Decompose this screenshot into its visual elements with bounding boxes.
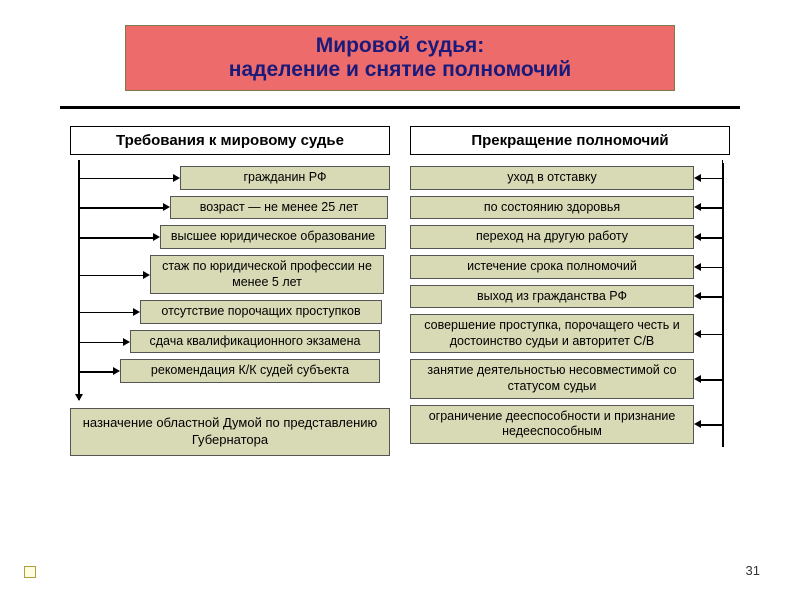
list-item: переход на другую работу <box>410 222 730 252</box>
right-items-container: уход в отставку по состоянию здоровья пере… <box>410 163 730 447</box>
item-box: совершение проступка, порочащего честь и… <box>410 314 694 353</box>
right-spine <box>722 160 724 444</box>
list-item: выход из гражданства РФ <box>410 282 730 312</box>
title-box: Мировой судья: наделение и снятие полном… <box>125 25 675 91</box>
item-box: отсутствие порочащих проступков <box>140 300 382 324</box>
item-box: рекомендация К/К судей субъекта <box>120 359 380 383</box>
page-number: 31 <box>746 563 760 578</box>
right-column: Прекращение полномочий уход в отставку по… <box>410 126 730 447</box>
item-box: занятие деятельностью несовместимой со с… <box>410 359 694 398</box>
item-box: выход из гражданства РФ <box>410 285 694 309</box>
item-box: переход на другую работу <box>410 225 694 249</box>
item-box: стаж по юридической профессии не менее 5… <box>150 255 384 294</box>
right-column-header: Прекращение полномочий <box>410 126 730 155</box>
left-items-container: гражданин РФ возраст — не менее 25 лет выс… <box>70 163 390 386</box>
list-item: рекомендация К/К судей субъекта <box>70 356 390 386</box>
left-final-box: назначение областной Думой по представле… <box>70 408 390 456</box>
footer-marker <box>24 566 36 578</box>
list-item: истечение срока полномочий <box>410 252 730 282</box>
item-box: истечение срока полномочий <box>410 255 694 279</box>
list-item: совершение проступка, порочащего честь и… <box>410 311 730 356</box>
list-item: стаж по юридической профессии не менее 5… <box>70 252 390 297</box>
list-item: высшее юридическое образование <box>70 222 390 252</box>
list-item: возраст — не менее 25 лет <box>70 193 390 223</box>
item-box: высшее юридическое образование <box>160 225 386 249</box>
left-column: Требования к мировому судье гражданин РФ… <box>70 126 390 456</box>
left-column-header: Требования к мировому судье <box>70 126 390 155</box>
horizontal-rule <box>60 106 740 109</box>
item-box: ограничение дееспособности и признание н… <box>410 405 694 444</box>
list-item: гражданин РФ <box>70 163 390 193</box>
item-box: уход в отставку <box>410 166 694 190</box>
list-item: по состоянию здоровья <box>410 193 730 223</box>
list-item: уход в отставку <box>410 163 730 193</box>
item-box: по состоянию здоровья <box>410 196 694 220</box>
title-line-2: наделение и снятие полномочий <box>229 58 571 82</box>
item-box: сдача квалификационного экзамена <box>130 330 380 354</box>
list-item: ограничение дееспособности и признание н… <box>410 402 730 447</box>
item-box: возраст — не менее 25 лет <box>170 196 388 220</box>
title-line-1: Мировой судья: <box>316 34 485 58</box>
list-item: сдача квалификационного экзамена <box>70 327 390 357</box>
left-spine <box>78 160 80 397</box>
list-item: занятие деятельностью несовместимой со с… <box>410 356 730 401</box>
list-item: отсутствие порочащих проступков <box>70 297 390 327</box>
left-down-connector <box>70 386 390 400</box>
item-box: гражданин РФ <box>180 166 390 190</box>
